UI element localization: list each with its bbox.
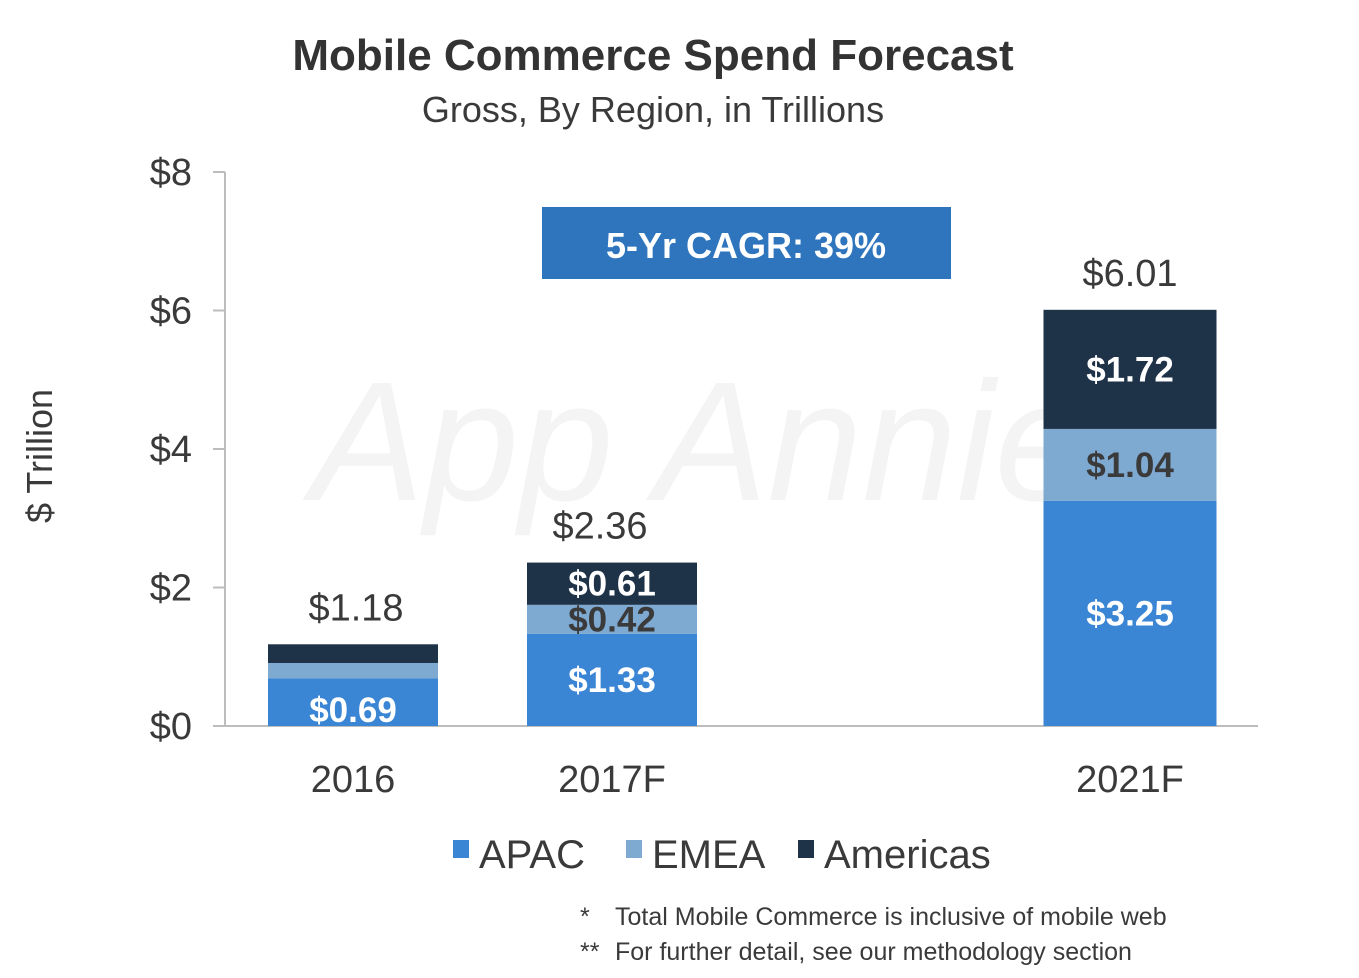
total-label: $1.18 bbox=[308, 587, 403, 629]
segment-label-americas: $0.61 bbox=[568, 565, 656, 604]
legend: APAC EMEA Americas bbox=[453, 833, 991, 877]
legend-swatch bbox=[453, 840, 469, 858]
chart-subtitle: Gross, By Region, in Trillions bbox=[422, 89, 884, 130]
total-label: $2.36 bbox=[552, 506, 647, 548]
footnotes: * Total Mobile Commerce is inclusive of … bbox=[580, 903, 1167, 966]
bar-segment-emea bbox=[268, 662, 438, 679]
chart-title: Mobile Commerce Spend Forecast bbox=[292, 31, 1014, 80]
bar-group-2017F: $1.33 $0.42$0.61 $2.36 2017F bbox=[527, 506, 697, 801]
segment-label-emea: $0.42 bbox=[568, 600, 656, 639]
legend-swatch bbox=[798, 840, 814, 858]
segment-label-apac: $1.33 bbox=[568, 661, 656, 700]
bar-segment-apac bbox=[268, 678, 438, 726]
legend-swatch bbox=[626, 840, 642, 858]
legend-item-emea: EMEA bbox=[626, 833, 766, 877]
bar-group-2016: $0.69 $1.18 2016 bbox=[268, 587, 438, 801]
bar-segment-americas bbox=[268, 644, 438, 663]
legend-item-americas: Americas bbox=[798, 833, 991, 877]
bar-segment-apac bbox=[1043, 500, 1217, 726]
cagr-text: 5-Yr CAGR: 39% bbox=[606, 225, 886, 266]
watermark: App Annie bbox=[302, 347, 1089, 537]
bar-group-2021F: $3.25 $1.04 $1.72 $6.01 2021F bbox=[1043, 253, 1217, 801]
bar-segment-americas bbox=[1043, 309, 1217, 429]
bar-segment-emea bbox=[1043, 428, 1217, 501]
segment-label-apac: $3.25 bbox=[1086, 594, 1174, 633]
total-label: $6.01 bbox=[1082, 253, 1177, 295]
footnote-2-text: For further detail, see our methodology … bbox=[615, 938, 1132, 966]
y-tick-label: $6 bbox=[150, 291, 192, 333]
segment-label-apac: $0.69 bbox=[309, 691, 397, 730]
y-tick-label: $8 bbox=[150, 152, 192, 194]
legend-label: Americas bbox=[824, 833, 991, 877]
y-tick-label: $0 bbox=[150, 706, 192, 748]
footnote-1-mark: * bbox=[580, 903, 590, 931]
cagr-box bbox=[542, 207, 951, 279]
segment-label-emea: $1.04 bbox=[1086, 446, 1174, 485]
footnote-2-mark: ** bbox=[580, 938, 600, 966]
bar-segment-emea bbox=[527, 604, 697, 634]
x-category-label: 2021F bbox=[1076, 759, 1184, 801]
legend-item-apac: APAC bbox=[453, 833, 585, 877]
x-category-label: 2016 bbox=[311, 759, 396, 801]
x-category-label: 2017F bbox=[558, 759, 666, 801]
bars: $0.69$1.182016$1.33$0.42$0.61$2.362017F$… bbox=[268, 253, 1217, 801]
footnote-1-text: Total Mobile Commerce is inclusive of mo… bbox=[615, 903, 1167, 931]
legend-label: EMEA bbox=[652, 833, 766, 877]
segment-label-americas: $1.72 bbox=[1086, 350, 1174, 389]
y-tick-label: $4 bbox=[150, 429, 192, 471]
legend-label: APAC bbox=[479, 833, 585, 877]
y-tick-label: $2 bbox=[150, 568, 192, 610]
bar-segment-apac bbox=[527, 633, 697, 726]
bar-segment-americas bbox=[527, 562, 697, 605]
y-axis-label: $ Trillion bbox=[19, 389, 60, 523]
cagr-annotation: 5-Yr CAGR: 39% bbox=[542, 207, 951, 279]
